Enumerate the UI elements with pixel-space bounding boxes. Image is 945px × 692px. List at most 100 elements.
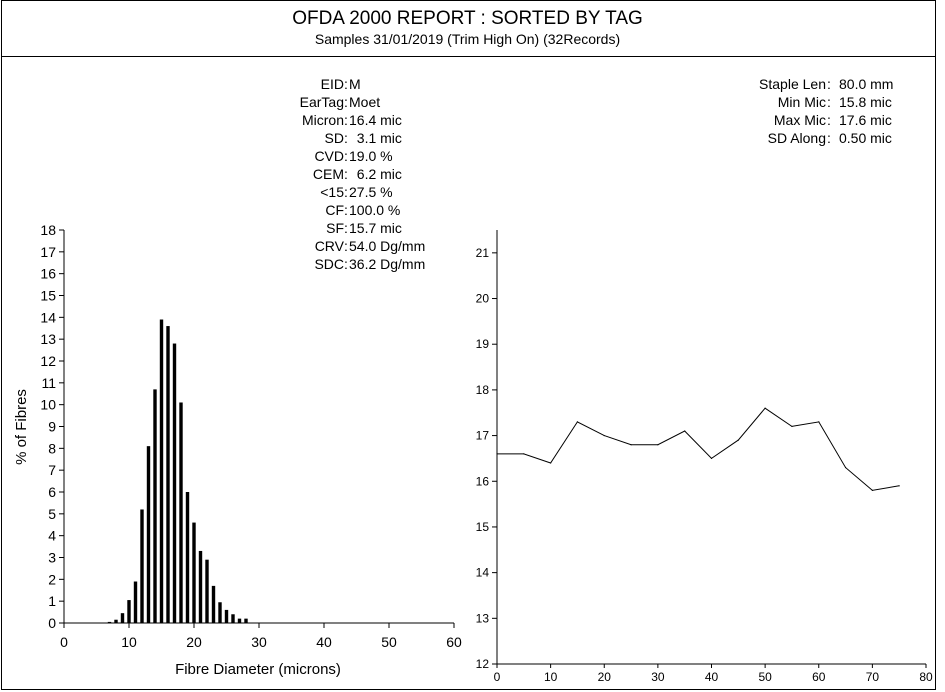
length-stat-value: 15.8 mic — [839, 94, 892, 110]
fibre-stat-row: CVD:19.0 % — [0, 147, 470, 165]
histogram-y-tick-label: 14 — [40, 309, 56, 325]
profile-x-tick-label: 10 — [544, 670, 558, 684]
fibre-stat-row: <15:27.5 % — [0, 183, 470, 201]
fibre-stat-key: SDC — [314, 256, 344, 272]
profile-point — [764, 407, 766, 409]
profile-y-tick-label: 20 — [476, 292, 490, 306]
fibre-stat-row: Micron:16.4 mic — [0, 111, 470, 129]
histogram-y-tick-label: 17 — [40, 244, 56, 260]
length-stat-colon: : — [827, 112, 831, 128]
histogram-bar — [153, 389, 157, 623]
profile-y-tick-label: 16 — [476, 474, 490, 488]
fibre-stat-colon: : — [344, 76, 348, 92]
length-stat-key: Staple Len — [759, 76, 826, 92]
length-stat-key: SD Along — [767, 130, 826, 146]
fibre-stat-row: CEM: 6.2 mic — [0, 165, 470, 183]
fibre-stat-colon: : — [344, 112, 348, 128]
fibre-stat-value: 19.0 % — [349, 148, 393, 164]
profile-x-tick-label: 30 — [651, 670, 665, 684]
histogram-bar — [127, 600, 131, 623]
fibre-stat-colon: : — [344, 256, 348, 272]
fibre-stat-value: 27.5 % — [349, 184, 393, 200]
profile-y-tick-label: 14 — [476, 566, 490, 580]
histogram-x-tick-label: 0 — [60, 634, 68, 650]
profile-x-tick-label: 0 — [494, 670, 501, 684]
histogram-bar — [231, 614, 235, 623]
histogram-y-tick-label: 4 — [48, 528, 56, 544]
histogram-y-tick-label: 0 — [48, 615, 56, 631]
fibre-stat-value: 36.2 Dg/mm — [349, 256, 426, 272]
fibre-stat-value: 16.4 mic — [349, 112, 402, 128]
profile-x-tick-label: 40 — [705, 670, 719, 684]
length-stat-value: 17.6 mic — [839, 112, 892, 128]
fibre-stat-key: SF — [326, 220, 344, 236]
histogram-bar — [205, 559, 209, 623]
length-stat-value: 80.0 mm — [839, 76, 894, 92]
fibre-stat-key: CF — [325, 202, 344, 218]
histogram-y-tick-label: 6 — [48, 484, 56, 500]
length-stat-colon: : — [827, 76, 831, 92]
profile-x-tick-label: 70 — [866, 670, 880, 684]
profile-point — [630, 444, 632, 446]
histogram-bar — [179, 402, 183, 623]
histogram-bar — [237, 618, 242, 623]
header-divider — [1, 56, 936, 57]
histogram-x-tick-label: 20 — [186, 634, 202, 650]
profile-point — [496, 453, 498, 455]
length-stat-key: Min Mic — [777, 94, 826, 110]
histogram-x-tick-label: 50 — [381, 634, 397, 650]
profile-point — [844, 466, 847, 469]
histogram-bar — [185, 492, 190, 623]
profile-point — [603, 434, 605, 437]
profile-point — [550, 462, 552, 464]
profile-y-tick-label: 15 — [476, 520, 490, 534]
profile-y-tick-label: 19 — [476, 337, 490, 351]
fibre-stat-colon: : — [344, 148, 348, 164]
histogram-y-tick-label: 2 — [48, 571, 56, 587]
histogram-y-tick-label: 13 — [40, 331, 56, 347]
histogram-y-tick-label: 9 — [48, 419, 56, 435]
length-stat-value: 0.50 mic — [839, 130, 892, 146]
fibre-stat-key: SD — [324, 130, 344, 146]
fibre-stat-row: CF:100.0 % — [0, 201, 470, 219]
length-stat-row: SD Along:0.50 mic — [600, 129, 920, 147]
histogram-bar — [211, 585, 216, 623]
fibre-stat-value: 54.0 Dg/mm — [349, 238, 426, 254]
histogram-y-tick-label: 12 — [40, 353, 56, 369]
fibre-stat-value: 100.0 % — [349, 202, 401, 218]
histogram-bar — [172, 343, 177, 623]
fibre-stat-row: SD: 3.1 mic — [0, 129, 470, 147]
length-stats-panel: Staple Len:80.0 mm Min Mic:15.8 mic Max Mi… — [600, 75, 920, 147]
fibre-stat-colon: : — [344, 238, 348, 254]
histogram-y-tick-label: 15 — [40, 288, 56, 304]
profile-x-tick-label: 20 — [598, 670, 612, 684]
histogram-y-axis-label: % of Fibres — [13, 389, 30, 465]
profile-point — [576, 421, 579, 423]
fibre-stat-value: Moet — [349, 94, 381, 110]
profile-y-tick-label: 13 — [476, 611, 490, 625]
fibre-stat-key: CEM — [312, 166, 344, 182]
profile-x-tick-label: 80 — [919, 670, 933, 684]
histogram-y-tick-label: 1 — [48, 593, 56, 609]
histogram-y-tick-label: 11 — [41, 375, 56, 391]
profile-y-tick-label: 21 — [476, 246, 490, 260]
histogram-x-tick-label: 30 — [251, 634, 267, 650]
diameter-profile-chart: 12 13 14 15 16 17 18 19 20 21 0 10 20 30 40 50 60 70 80 — [476, 230, 933, 684]
histogram-y-tick-label: 10 — [40, 397, 56, 413]
histogram-x-tick-label: 10 — [121, 634, 137, 650]
length-stat-row: Max Mic:17.6 mic — [600, 111, 920, 129]
length-stat-row: Min Mic:15.8 mic — [600, 93, 920, 111]
profile-point — [791, 425, 793, 428]
histogram-y-tick-label: 8 — [48, 440, 56, 456]
histogram-bar — [198, 550, 203, 623]
length-stat-colon: : — [827, 130, 831, 146]
profile-point — [710, 457, 713, 460]
report-title: OFDA 2000 REPORT : SORTED BY TAG — [292, 8, 643, 29]
fibre-stat-row: EarTag: Moet — [0, 93, 470, 111]
histogram-x-axis-label: Fibre Diameter (microns) — [175, 661, 341, 678]
profile-point — [898, 485, 900, 487]
profile-point — [818, 421, 820, 423]
length-stat-colon: : — [827, 94, 831, 110]
histogram-y-tick-label: 7 — [48, 462, 56, 478]
